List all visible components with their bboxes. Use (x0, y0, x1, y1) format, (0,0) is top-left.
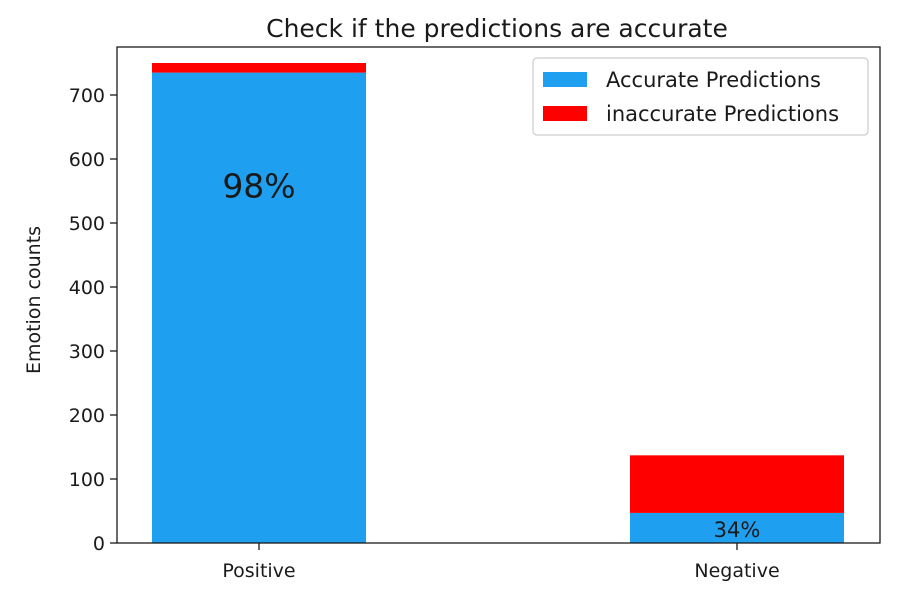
y-tick-label: 400 (69, 277, 105, 299)
bar-positive-series-0 (152, 72, 366, 543)
legend-entries: Accurate Predictions inaccurate Predictio… (543, 68, 839, 126)
y-axis-ticks: 0 100 200 300 400 500 600 700 (69, 85, 117, 555)
y-tick-label: 500 (69, 213, 105, 235)
x-axis-ticks: Positive Negative (222, 543, 780, 582)
legend-label-1: inaccurate Predictions (606, 102, 839, 126)
bar-negative-series-0 (630, 512, 844, 543)
legend-swatch-1 (543, 106, 587, 121)
bar-negative-series-1 (630, 455, 844, 513)
y-tick-label: 200 (69, 405, 105, 427)
legend-label-0: Accurate Predictions (606, 68, 821, 92)
x-tick-label-positive: Positive (222, 560, 295, 582)
y-axis-label: Emotion counts (23, 226, 45, 374)
y-tick-label: 0 (93, 533, 105, 555)
y-tick-label: 300 (69, 341, 105, 363)
legend-box (532, 57, 869, 136)
x-tick-label-negative: Negative (694, 560, 779, 582)
bar-annotations: 98% 34% (222, 166, 760, 542)
legend: Accurate Predictions inaccurate Predictio… (532, 57, 869, 136)
y-tick-label: 700 (69, 85, 105, 107)
y-tick-label: 100 (69, 469, 105, 491)
y-tick-label: 600 (69, 149, 105, 171)
legend-swatch-0 (543, 72, 587, 87)
bar-annotation-positive: 98% (222, 166, 295, 205)
plot-frame (116, 46, 881, 544)
bars (152, 63, 844, 543)
bar-annotation-negative: 34% (714, 518, 761, 542)
chart-title: Check if the predictions are accurate (266, 14, 728, 43)
bar-positive-series-1 (152, 63, 366, 73)
